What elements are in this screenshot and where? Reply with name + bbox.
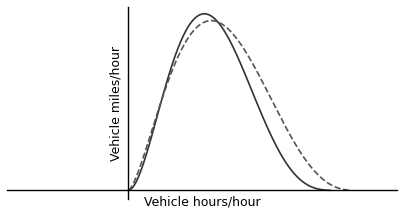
X-axis label: Vehicle hours/hour: Vehicle hours/hour	[144, 196, 260, 209]
Y-axis label: Vehicle miles/hour: Vehicle miles/hour	[109, 46, 122, 161]
